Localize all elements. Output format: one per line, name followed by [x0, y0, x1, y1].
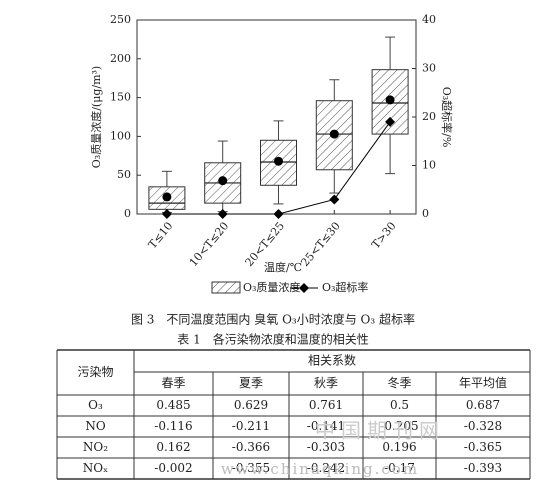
table-cell: 相关系数 — [308, 353, 356, 368]
y2-tick-label: 40 — [422, 13, 436, 26]
y-tick-label: 100 — [110, 129, 131, 142]
x-tick-label: T≤10 — [146, 220, 176, 252]
table-cell: -0.328 — [464, 419, 502, 433]
y2-axis-label: O₃超标率/% — [440, 87, 454, 148]
watermark-url: www.chinaqking.com — [221, 460, 419, 478]
x-tick-label: 10<T≤20 — [187, 220, 232, 270]
legend-label: O₃质量浓度 — [243, 280, 300, 294]
table-cell: -0.303 — [307, 440, 345, 454]
table-cell: 0.687 — [466, 398, 500, 412]
table-cell: -0.366 — [232, 440, 270, 454]
mean-marker — [329, 129, 339, 139]
table-cell: 0.485 — [156, 398, 190, 412]
y2-tick-label: 30 — [422, 62, 436, 75]
table-cell: -0.355 — [232, 461, 270, 475]
y-tick-label: 200 — [110, 52, 131, 65]
table-cell: 春季 — [161, 376, 185, 390]
table-cell: -0.205 — [380, 419, 418, 433]
legend-diamond — [299, 283, 309, 293]
watermark-text: 中国期刊网 — [315, 419, 445, 443]
table-cell: -0.17 — [384, 461, 415, 475]
x-tick-label: T>30 — [369, 220, 399, 252]
table-cell: -0.002 — [154, 461, 192, 475]
y2-tick-label: 20 — [422, 110, 436, 123]
exceedance-marker — [273, 209, 284, 219]
y-tick-label: 250 — [110, 13, 131, 26]
table-cell: -0.393 — [464, 461, 502, 475]
table-cell: -0.211 — [232, 419, 270, 433]
table-cell: NO₂ — [83, 440, 108, 454]
table-cell: NO — [85, 419, 106, 433]
table-title: 表 1 各污染物浓度和温度的相关性 — [177, 332, 368, 347]
table-cell: 0.5 — [390, 398, 409, 412]
mean-marker — [162, 192, 172, 202]
legend-label: O₃超标率 — [322, 280, 368, 294]
y-axis-label: O₃质量浓度/(μg/m³) — [89, 66, 103, 168]
mean-marker — [218, 176, 228, 186]
table-cell: -0.242 — [307, 461, 345, 475]
table-cell: 污染物 — [77, 364, 113, 379]
table-cell: NOₓ — [83, 461, 108, 475]
y-tick-label: 150 — [110, 91, 131, 104]
exceedance-marker — [329, 194, 340, 205]
exceedance-marker — [161, 209, 172, 219]
x-axis-label: 温度/℃ — [264, 260, 302, 274]
y2-tick-label: 0 — [422, 207, 429, 220]
table-cell: 0.162 — [156, 440, 190, 454]
exceedance-marker — [217, 209, 228, 219]
mean-marker — [385, 95, 395, 105]
table-cell: 夏季 — [239, 376, 263, 390]
table-cell: 秋季 — [314, 376, 338, 390]
table-cell: 0.629 — [234, 398, 268, 412]
y-tick-label: 0 — [124, 207, 131, 220]
table-cell: -0.116 — [154, 419, 192, 433]
mean-marker — [274, 156, 283, 166]
table-cell: 冬季 — [387, 375, 411, 390]
table-cell: -0.141 — [307, 419, 345, 433]
table-cell: O₃ — [88, 398, 103, 412]
table-cell: -0.365 — [464, 440, 502, 454]
y-tick-label: 50 — [117, 168, 131, 181]
figure-caption: 图 3 不同温度范围内 臭氧 O₃小时浓度与 O₃ 超标率 — [131, 312, 415, 327]
legend-box-swatch — [211, 281, 241, 294]
x-tick-label: 25<T≤30 — [298, 220, 343, 270]
y2-tick-label: 10 — [422, 159, 436, 172]
table-cell: 0.761 — [309, 398, 343, 412]
table-cell: 0.196 — [382, 440, 416, 454]
table-cell: 年平均值 — [459, 375, 507, 390]
exceedance-marker — [385, 116, 396, 127]
